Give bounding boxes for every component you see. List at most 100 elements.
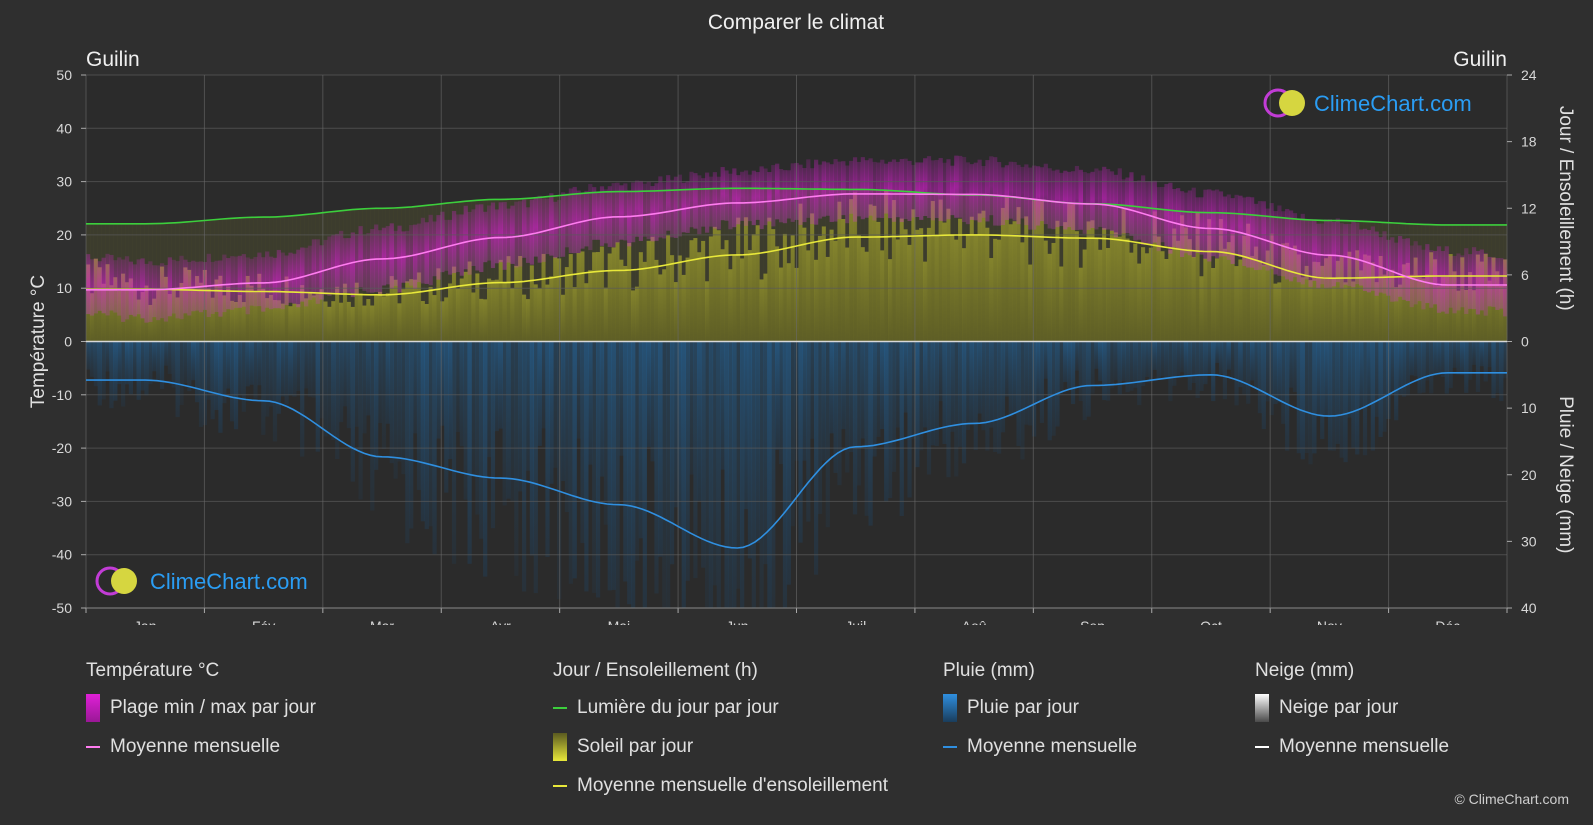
legend-item: Pluie par jour (943, 694, 1137, 722)
temp-range-day-bar (1487, 256, 1492, 307)
temp-range-day-bar (1004, 165, 1009, 220)
rain-day-bar (712, 341, 717, 586)
rain-day-bar (973, 341, 978, 451)
sunshine-day-bar (1250, 255, 1255, 342)
legend-item-label: Lumière du jour par jour (577, 697, 779, 718)
rain-day-bar (751, 341, 756, 608)
temp-range-day-bar (1086, 173, 1091, 230)
rain-day-bar (557, 341, 562, 600)
rain-day-bar (1230, 341, 1235, 377)
daylight-day-bar (759, 188, 764, 342)
sunshine-day-bar (771, 229, 776, 342)
temp-range-day-bar (475, 204, 480, 271)
rain-day-bar (1464, 341, 1469, 393)
rain-day-bar (1413, 341, 1418, 377)
sunshine-day-bar (89, 293, 95, 342)
temp-range-day-bar (1324, 219, 1329, 288)
sunshine-day-bar (1277, 282, 1282, 342)
sunshine-day-bar (1257, 260, 1263, 342)
temp-range-day-bar (545, 198, 550, 255)
sunshine-day-bar (148, 304, 153, 342)
temp-range-day-bar (323, 239, 328, 295)
sunshine-day-bar (1129, 252, 1134, 342)
rain-day-bar (611, 341, 616, 590)
temp-range-day-bar (1425, 244, 1430, 304)
sunshine-day-bar (806, 250, 811, 342)
temp-range-day-bar (1012, 161, 1017, 221)
rain-day-bar (1156, 341, 1161, 380)
sunshine-day-bar (658, 274, 663, 342)
temp-range-day-bar (342, 238, 348, 293)
rain-day-bar (257, 341, 262, 386)
sunshine-day-bar (1043, 240, 1048, 342)
temp-range-day-bar (1312, 219, 1317, 281)
temp-range-day-bar (1203, 189, 1208, 260)
rain-day-bar (1168, 341, 1173, 402)
daylight-day-bar (588, 192, 593, 342)
rain-day-bar (658, 341, 663, 557)
temp-range-day-bar (782, 170, 788, 224)
temp-range-day-bar (167, 257, 172, 317)
temp-range-day-bar (1067, 171, 1072, 228)
sunshine-day-bar (821, 226, 826, 342)
temp-range-day-bar (195, 261, 200, 311)
sunshine-day-bar (580, 251, 585, 342)
sunshine-day-bar (732, 255, 737, 342)
temp-range-day-bar (1327, 219, 1333, 288)
temp-range-day-bar (1444, 246, 1449, 314)
rain-day-bar (580, 341, 585, 544)
rain-day-bar (845, 341, 850, 473)
temp-range-day-bar (1215, 189, 1220, 259)
temp-range-day-bar (1183, 192, 1189, 254)
sunshine-day-bar (1370, 262, 1375, 342)
rain-day-bar (1016, 341, 1021, 447)
temp-range-day-bar (611, 183, 616, 248)
rain-day-bar (1401, 341, 1407, 397)
y-left-tick-label: 40 (56, 120, 72, 136)
rain-day-bar (677, 341, 682, 527)
temp-range-day-bar (1464, 248, 1469, 314)
sunshine-day-bar (1261, 264, 1266, 342)
rain-day-bar (156, 341, 161, 381)
sunshine-day-bar (681, 274, 686, 342)
sunshine-day-bar (1359, 270, 1364, 342)
sunshine-day-bar (891, 200, 897, 342)
rain-day-bar (1109, 341, 1115, 389)
rain-day-bar (518, 341, 523, 492)
sunshine-day-bar (693, 238, 698, 342)
watermark-text: ClimeChart.com (150, 569, 308, 594)
rain-day-bar (1020, 341, 1025, 460)
sunshine-day-bar (1222, 248, 1227, 342)
rain-day-bar (183, 341, 188, 384)
temp-range-day-bar (494, 209, 499, 264)
rain-day-bar (1238, 341, 1243, 388)
rain-day-bar (1324, 341, 1329, 416)
temp-range-day-bar (923, 158, 928, 217)
sunshine-day-bar (1499, 286, 1504, 342)
sunshine-day-bar (241, 302, 246, 342)
temp-range-day-bar (1211, 190, 1216, 257)
rain-day-bar (926, 341, 932, 475)
rain-day-bar (1405, 341, 1410, 396)
rain-day-bar (599, 341, 605, 477)
sunshine-day-bar (568, 254, 573, 342)
sunshine-day-bar (946, 208, 951, 342)
sunshine-day-bar (1401, 264, 1407, 342)
temp-range-day-bar (1234, 194, 1239, 256)
rain-day-bar (1090, 341, 1095, 394)
sunshine-day-bar (1211, 267, 1216, 342)
rain-day-bar (907, 341, 912, 498)
rain-day-bar (1390, 341, 1395, 391)
temp-range-day-bar (1362, 228, 1368, 291)
temp-range-day-bar (1378, 237, 1383, 293)
temp-range-day-bar (249, 258, 254, 306)
sunshine-day-bar (607, 253, 612, 342)
rain-day-bar (1359, 341, 1364, 407)
temp-range-day-bar (1456, 253, 1461, 311)
temp-range-day-bar (619, 185, 624, 240)
sunshine-day-bar (1156, 236, 1161, 342)
temp-range-day-bar (1129, 172, 1134, 236)
sunshine-day-bar (1327, 255, 1333, 342)
rain-day-bar (1347, 341, 1352, 418)
rain-day-bar (358, 341, 363, 500)
